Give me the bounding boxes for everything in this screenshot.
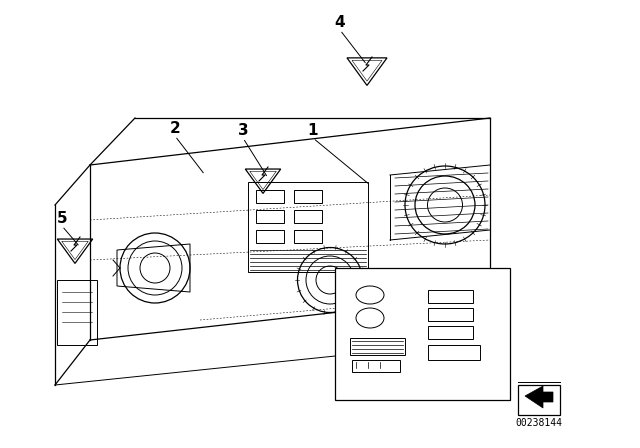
Text: 3: 3: [237, 122, 248, 138]
Text: 6: 6: [340, 293, 350, 307]
Text: 1: 1: [308, 122, 318, 138]
Polygon shape: [525, 386, 553, 408]
Polygon shape: [335, 268, 510, 400]
Text: 5: 5: [57, 211, 67, 225]
Text: 4: 4: [335, 14, 346, 30]
Text: 00238144: 00238144: [515, 418, 563, 428]
Text: 2: 2: [170, 121, 180, 135]
